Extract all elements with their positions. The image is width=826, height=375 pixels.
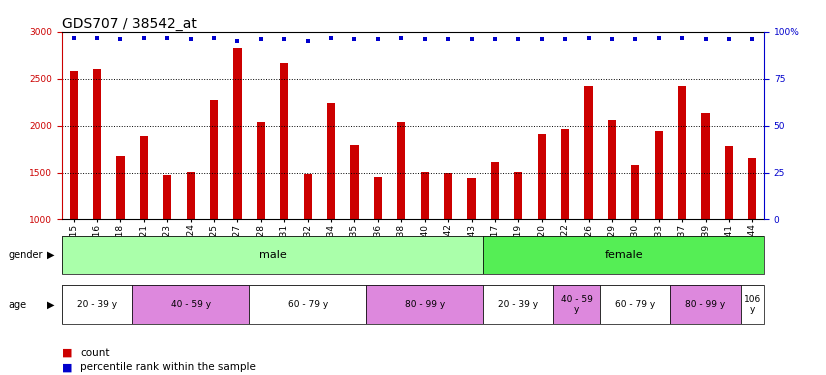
Point [160, 34, 173, 40]
Point [605, 36, 619, 42]
Text: 60 - 79 y: 60 - 79 y [287, 300, 328, 309]
Bar [748, 158, 757, 219]
Point [114, 36, 127, 42]
Bar [515, 172, 522, 219]
Point [418, 36, 431, 42]
Point [652, 34, 665, 40]
Bar [655, 131, 662, 219]
Text: ■: ■ [62, 363, 76, 372]
Bar [608, 120, 616, 219]
Point [722, 36, 735, 42]
Bar [538, 134, 546, 219]
Point [301, 38, 314, 44]
Point [465, 36, 478, 42]
Point [254, 36, 268, 42]
Text: count: count [80, 348, 110, 357]
Bar [140, 136, 148, 219]
Bar [93, 69, 101, 219]
Text: age: age [8, 300, 26, 310]
Point [511, 36, 525, 42]
Bar [483, 236, 764, 274]
Point [184, 36, 197, 42]
Bar [374, 177, 382, 219]
Bar [444, 172, 452, 219]
Text: 40 - 59 y: 40 - 59 y [171, 300, 211, 309]
Text: ▶: ▶ [47, 300, 55, 310]
Bar [420, 172, 429, 219]
Bar [210, 100, 218, 219]
Text: 60 - 79 y: 60 - 79 y [615, 300, 656, 309]
Bar [350, 146, 358, 219]
Bar [741, 285, 764, 324]
Point [558, 36, 572, 42]
Bar [491, 162, 499, 219]
Bar [671, 285, 741, 324]
Point [488, 36, 501, 42]
Bar [132, 285, 249, 324]
Point [535, 36, 548, 42]
Point [441, 36, 454, 42]
Text: 80 - 99 y: 80 - 99 y [405, 300, 445, 309]
Bar [561, 129, 569, 219]
Bar [483, 285, 553, 324]
Bar [585, 86, 592, 219]
Text: female: female [605, 250, 643, 260]
Bar [327, 103, 335, 219]
Point [676, 34, 689, 40]
Text: 20 - 39 y: 20 - 39 y [498, 300, 539, 309]
Bar [164, 176, 171, 219]
Point [137, 34, 150, 40]
Point [230, 38, 244, 44]
Text: 80 - 99 y: 80 - 99 y [686, 300, 726, 309]
Text: ■: ■ [62, 348, 76, 357]
Bar [249, 285, 366, 324]
Bar [257, 122, 265, 219]
Bar [701, 113, 710, 219]
Bar [366, 285, 483, 324]
Bar [553, 285, 601, 324]
Text: 20 - 39 y: 20 - 39 y [77, 300, 117, 309]
Bar [62, 236, 483, 274]
Bar [631, 165, 639, 219]
Point [699, 36, 712, 42]
Point [582, 34, 595, 40]
Bar [601, 285, 671, 324]
Bar [69, 71, 78, 219]
Bar [304, 174, 311, 219]
Bar [234, 48, 241, 219]
Point [207, 34, 221, 40]
Point [746, 36, 759, 42]
Point [325, 34, 338, 40]
Bar [678, 86, 686, 219]
Text: ▶: ▶ [47, 250, 55, 260]
Bar [62, 285, 132, 324]
Text: GDS707 / 38542_at: GDS707 / 38542_at [62, 17, 197, 31]
Point [278, 36, 291, 42]
Point [395, 34, 408, 40]
Text: percentile rank within the sample: percentile rank within the sample [80, 363, 256, 372]
Text: gender: gender [8, 250, 43, 260]
Point [67, 34, 80, 40]
Bar [116, 156, 125, 219]
Text: 40 - 59
y: 40 - 59 y [561, 295, 593, 314]
Point [629, 36, 642, 42]
Point [348, 36, 361, 42]
Bar [187, 172, 195, 219]
Text: 106
y: 106 y [743, 295, 761, 314]
Bar [725, 146, 733, 219]
Text: male: male [259, 250, 287, 260]
Bar [397, 122, 406, 219]
Bar [468, 178, 476, 219]
Point [372, 36, 385, 42]
Bar [280, 63, 288, 219]
Point [90, 34, 104, 40]
